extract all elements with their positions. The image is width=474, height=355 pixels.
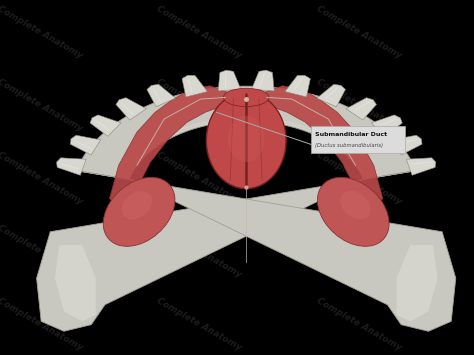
- Text: Complete Anatomy: Complete Anatomy: [155, 151, 243, 207]
- Ellipse shape: [122, 191, 152, 219]
- Polygon shape: [76, 171, 456, 331]
- Polygon shape: [218, 70, 241, 91]
- Text: Complete Anatomy: Complete Anatomy: [155, 78, 243, 134]
- Ellipse shape: [228, 116, 264, 162]
- Ellipse shape: [103, 178, 175, 246]
- Text: Complete Anatomy: Complete Anatomy: [315, 224, 402, 280]
- Polygon shape: [371, 115, 402, 136]
- Polygon shape: [90, 115, 121, 136]
- Polygon shape: [109, 86, 228, 212]
- Text: Complete Anatomy: Complete Anatomy: [315, 78, 402, 134]
- Polygon shape: [55, 245, 96, 321]
- Polygon shape: [397, 245, 438, 321]
- Text: (Ductus submandibularis): (Ductus submandibularis): [315, 143, 383, 148]
- Ellipse shape: [223, 88, 269, 106]
- Text: Complete Anatomy: Complete Anatomy: [315, 5, 402, 61]
- Polygon shape: [76, 86, 416, 179]
- Polygon shape: [36, 171, 416, 331]
- Text: Complete Anatomy: Complete Anatomy: [155, 224, 243, 280]
- Polygon shape: [392, 135, 422, 155]
- Text: Complete Anatomy: Complete Anatomy: [155, 297, 243, 353]
- Text: Complete Anatomy: Complete Anatomy: [0, 151, 83, 207]
- Text: Complete Anatomy: Complete Anatomy: [0, 224, 83, 280]
- Text: Complete Anatomy: Complete Anatomy: [155, 5, 243, 61]
- Ellipse shape: [340, 191, 371, 219]
- Text: Complete Anatomy: Complete Anatomy: [0, 5, 83, 61]
- Text: Complete Anatomy: Complete Anatomy: [0, 78, 83, 134]
- Polygon shape: [264, 86, 383, 212]
- Ellipse shape: [318, 178, 389, 246]
- Text: Complete Anatomy: Complete Anatomy: [315, 297, 402, 353]
- Polygon shape: [70, 135, 101, 155]
- Polygon shape: [317, 84, 346, 107]
- FancyBboxPatch shape: [311, 126, 405, 153]
- Text: Complete Anatomy: Complete Anatomy: [315, 151, 402, 207]
- Ellipse shape: [206, 92, 286, 189]
- Polygon shape: [116, 98, 146, 120]
- Polygon shape: [252, 70, 274, 91]
- Polygon shape: [406, 158, 436, 175]
- Polygon shape: [147, 84, 175, 107]
- Polygon shape: [56, 158, 86, 175]
- Text: Submandibular Duct: Submandibular Duct: [315, 132, 388, 137]
- Polygon shape: [182, 75, 208, 97]
- Polygon shape: [346, 98, 376, 120]
- Polygon shape: [285, 75, 310, 97]
- Text: Complete Anatomy: Complete Anatomy: [0, 297, 83, 353]
